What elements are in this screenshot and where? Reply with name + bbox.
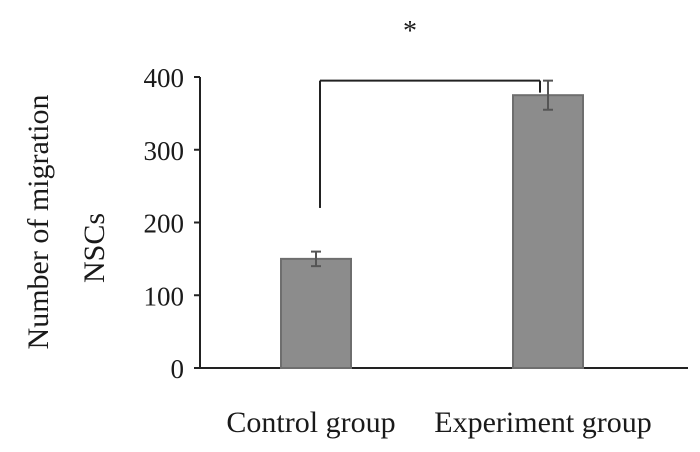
bar-control-group [280, 257, 352, 369]
y-tick-label: 300 [144, 136, 185, 166]
bar-experiment-group [512, 94, 584, 369]
significance-label: * [403, 16, 417, 47]
y-tick-label: 100 [144, 281, 185, 311]
x-category-label: Experiment group [434, 406, 651, 439]
y-tick-label: 200 [144, 209, 185, 239]
y-tick-label: 400 [144, 63, 185, 93]
x-category-label: Control group [226, 406, 395, 439]
y-axis-title-line1: Number of migration [22, 95, 55, 350]
y-axis-title-line2: NSCs [78, 213, 111, 283]
y-tick-label: 0 [171, 354, 185, 384]
